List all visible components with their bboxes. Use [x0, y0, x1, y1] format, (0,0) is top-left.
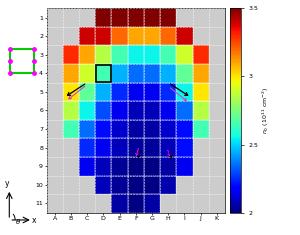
- Bar: [144, 157, 160, 176]
- Bar: [176, 82, 193, 101]
- Bar: [111, 194, 128, 213]
- Bar: [111, 157, 128, 176]
- Bar: [128, 138, 144, 157]
- Bar: [128, 176, 144, 194]
- Bar: [63, 82, 79, 101]
- Bar: [144, 120, 160, 138]
- Bar: [160, 176, 176, 194]
- Bar: [160, 64, 176, 82]
- Bar: [144, 176, 160, 194]
- Bar: [160, 27, 176, 45]
- Bar: [10, 49, 34, 73]
- Bar: [79, 27, 95, 45]
- Bar: [111, 8, 128, 27]
- Bar: [95, 27, 111, 45]
- Bar: [95, 82, 111, 101]
- Bar: [96, 65, 111, 82]
- Bar: [144, 8, 160, 27]
- Bar: [160, 101, 176, 120]
- Bar: [63, 64, 79, 82]
- Bar: [79, 82, 95, 101]
- Bar: [128, 82, 144, 101]
- Bar: [144, 138, 160, 157]
- Text: x: x: [32, 215, 36, 225]
- Bar: [111, 138, 128, 157]
- Bar: [95, 157, 111, 176]
- Bar: [95, 176, 111, 194]
- Bar: [128, 157, 144, 176]
- Bar: [128, 101, 144, 120]
- Bar: [128, 194, 144, 213]
- Bar: [79, 45, 95, 64]
- Bar: [176, 64, 193, 82]
- Bar: [95, 8, 111, 27]
- Bar: [63, 120, 79, 138]
- Bar: [63, 45, 79, 64]
- Bar: [176, 157, 193, 176]
- Bar: [160, 45, 176, 64]
- Text: y: y: [5, 179, 10, 188]
- Bar: [144, 101, 160, 120]
- Bar: [95, 138, 111, 157]
- Bar: [128, 64, 144, 82]
- Bar: [193, 120, 209, 138]
- Bar: [95, 64, 111, 82]
- Bar: [160, 82, 176, 101]
- Bar: [63, 101, 79, 120]
- Bar: [111, 45, 128, 64]
- Bar: [160, 138, 176, 157]
- Bar: [160, 120, 176, 138]
- Bar: [95, 101, 111, 120]
- Bar: [111, 82, 128, 101]
- Text: $\theta$: $\theta$: [15, 217, 21, 226]
- Bar: [160, 8, 176, 27]
- Bar: [111, 101, 128, 120]
- Y-axis label: $n_0$ ($10^{11}$ cm$^{-2}$): $n_0$ ($10^{11}$ cm$^{-2}$): [261, 87, 272, 134]
- Bar: [128, 8, 144, 27]
- Bar: [79, 138, 95, 157]
- Bar: [144, 82, 160, 101]
- Bar: [193, 45, 209, 64]
- Bar: [79, 157, 95, 176]
- Bar: [111, 120, 128, 138]
- Bar: [176, 27, 193, 45]
- Bar: [144, 27, 160, 45]
- Bar: [160, 157, 176, 176]
- Bar: [95, 120, 111, 138]
- Bar: [176, 120, 193, 138]
- Bar: [79, 101, 95, 120]
- Bar: [144, 45, 160, 64]
- Bar: [176, 138, 193, 157]
- Bar: [176, 101, 193, 120]
- Bar: [79, 64, 95, 82]
- Bar: [128, 45, 144, 64]
- Bar: [144, 64, 160, 82]
- Bar: [193, 82, 209, 101]
- Bar: [111, 176, 128, 194]
- Bar: [128, 27, 144, 45]
- Bar: [79, 120, 95, 138]
- Bar: [95, 45, 111, 64]
- Bar: [193, 101, 209, 120]
- Bar: [111, 64, 128, 82]
- Bar: [176, 45, 193, 64]
- Bar: [111, 27, 128, 45]
- Bar: [144, 194, 160, 213]
- Bar: [128, 120, 144, 138]
- Bar: [193, 64, 209, 82]
